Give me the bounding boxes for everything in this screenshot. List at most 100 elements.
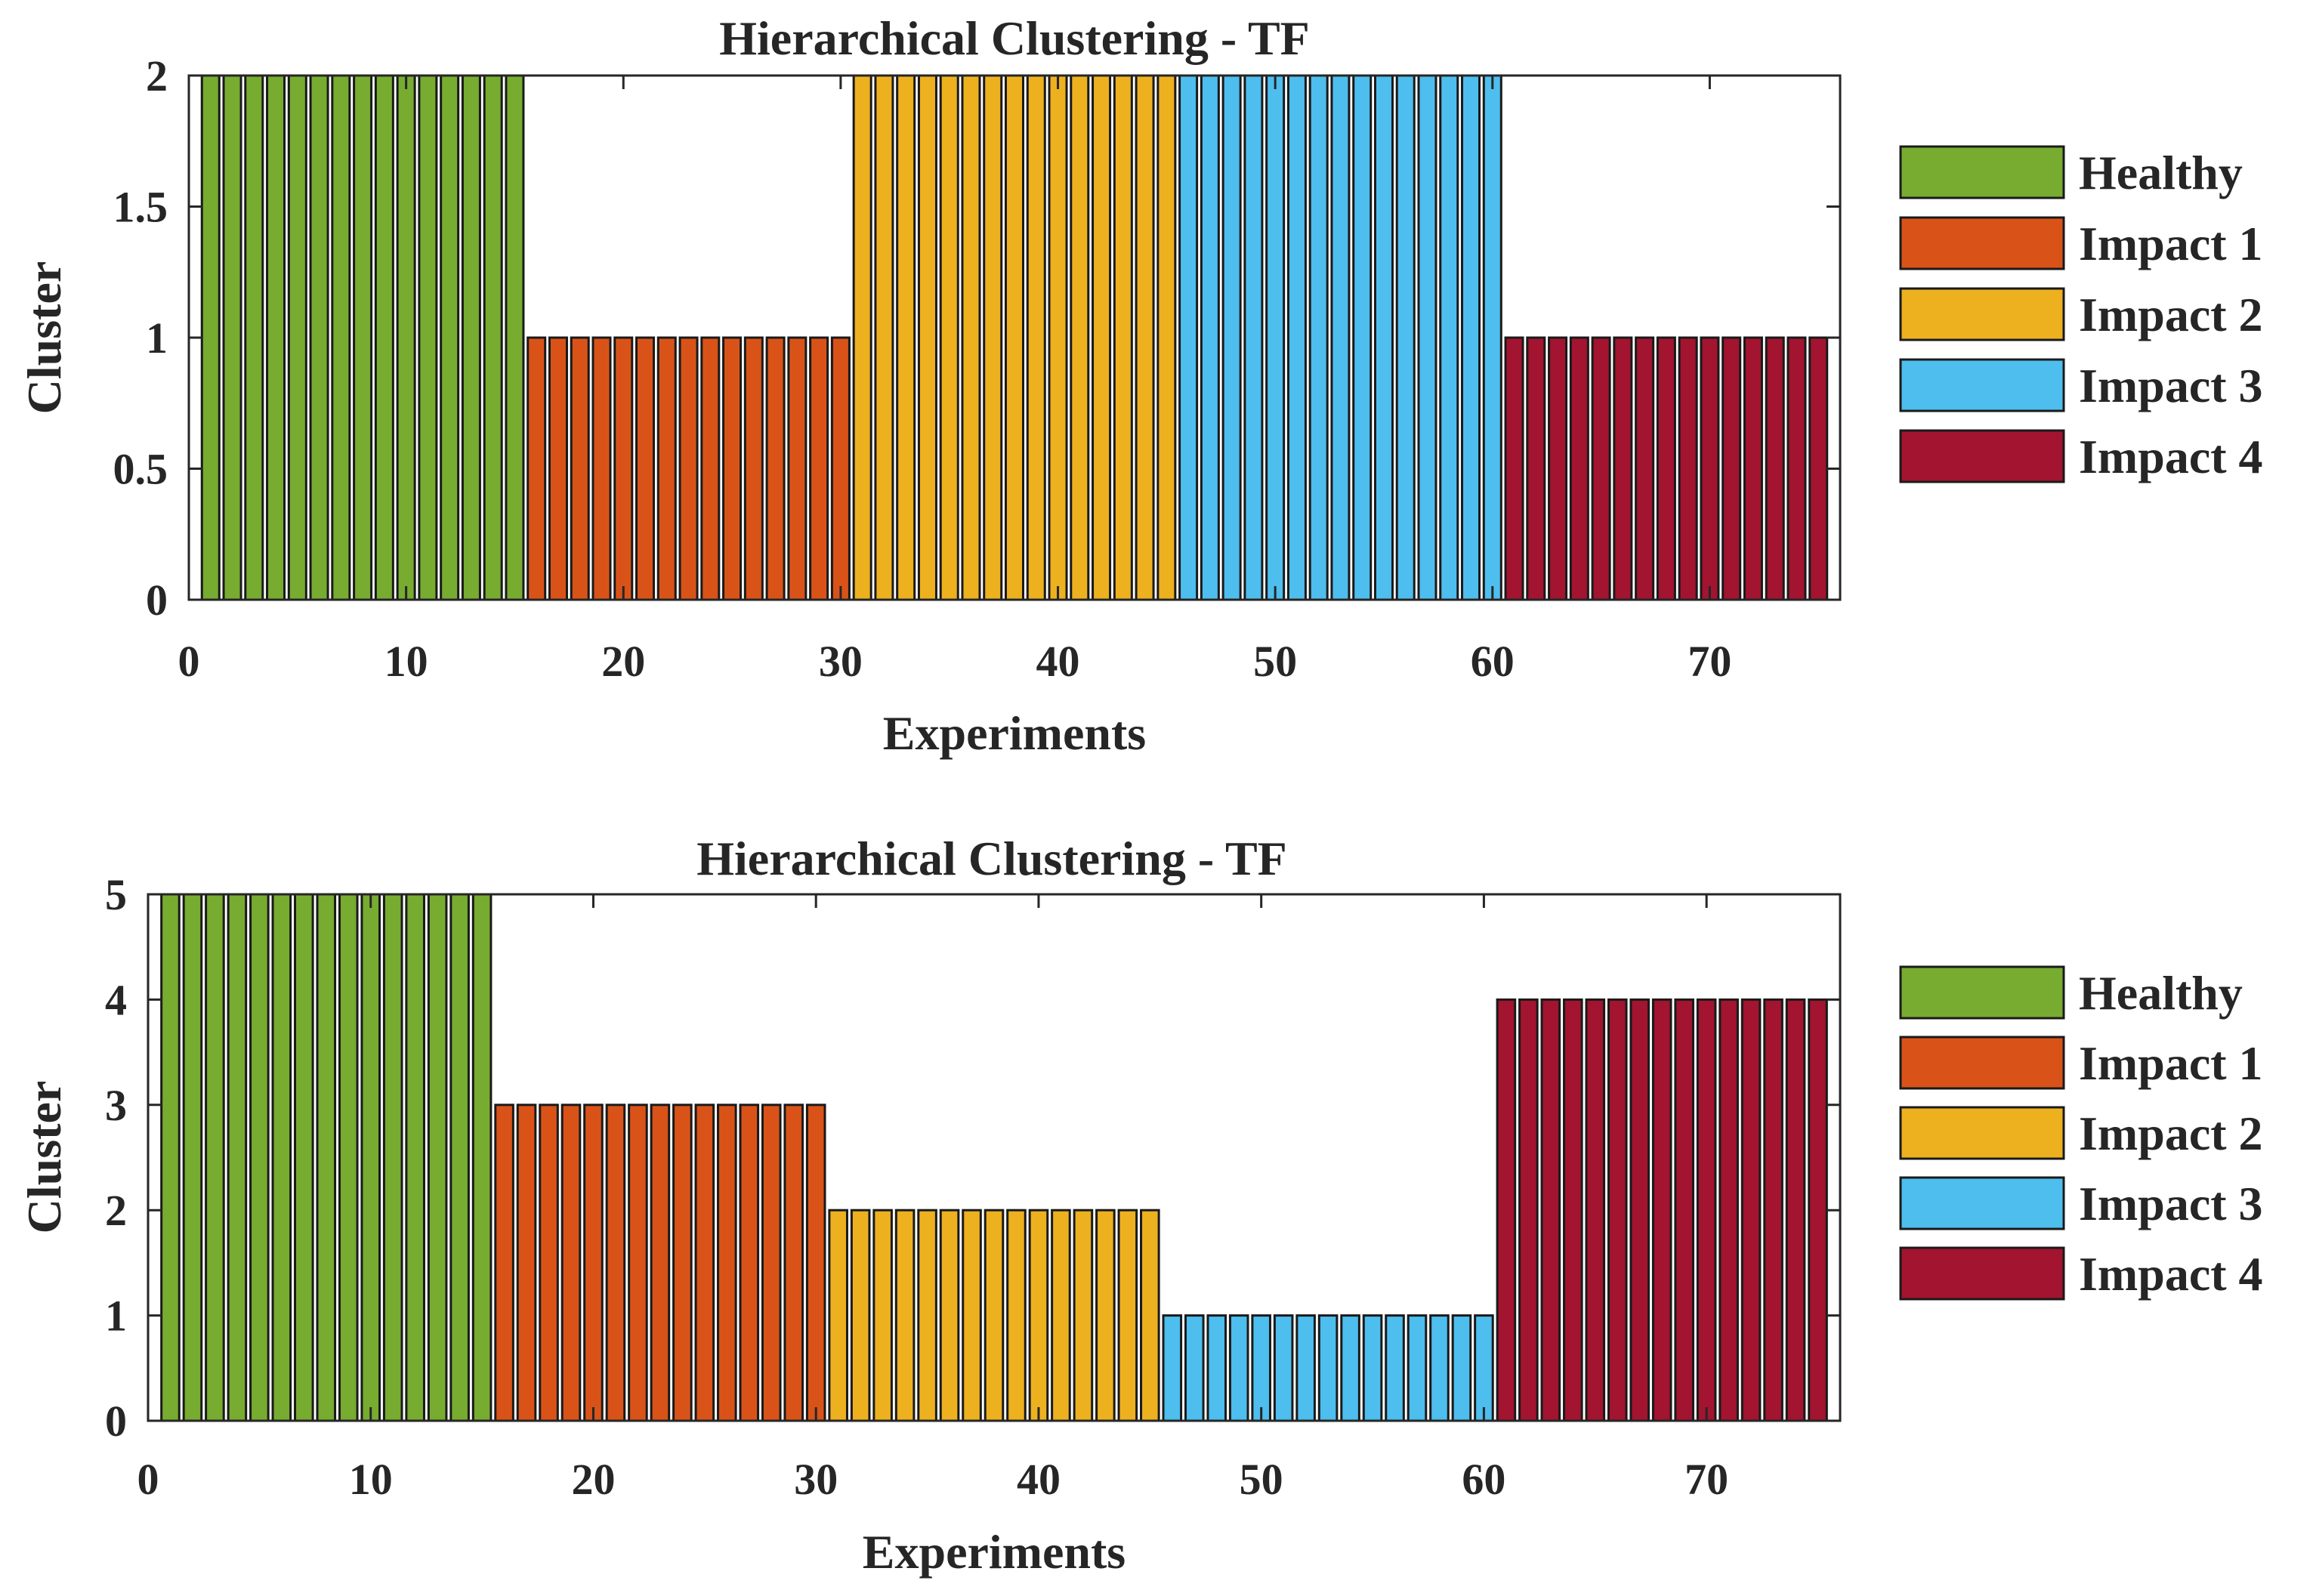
ticks-group: 0 10 20 30 40 50 60 70 0 1 2 3 4 5 <box>105 870 1840 1504</box>
bar <box>1228 1314 1249 1422</box>
bar <box>1286 74 1307 601</box>
bar <box>783 1104 804 1422</box>
bar <box>961 74 981 601</box>
bar <box>287 74 307 601</box>
bar <box>700 336 721 601</box>
bar <box>1474 1314 1494 1422</box>
bar <box>694 1104 715 1422</box>
bar <box>1496 998 1517 1422</box>
bar <box>427 893 448 1422</box>
y-tick-label: 5 <box>105 870 127 919</box>
bar <box>1540 998 1561 1422</box>
x-axis-label: Experiments <box>883 706 1146 760</box>
legend: Healthy Impact 1 Impact 2 Impact 3 Impact 4 <box>1899 145 2263 483</box>
bar <box>1251 1314 1271 1422</box>
bar <box>405 893 425 1422</box>
bar <box>1743 336 1763 601</box>
legend-label: Impact 2 <box>2079 288 2263 341</box>
bar <box>1718 998 1739 1422</box>
bars-group <box>160 893 1828 1422</box>
bar <box>396 74 416 601</box>
legend-swatch <box>1899 1106 2065 1160</box>
bar <box>1808 336 1829 601</box>
bar <box>1265 74 1286 601</box>
chart-top: Hierarchical Clustering - TF 0 10 20 30 40 50… <box>17 11 2263 760</box>
bar <box>717 1104 737 1422</box>
bar <box>1451 1314 1472 1422</box>
bar <box>787 336 808 601</box>
legend-label: Healthy <box>2079 966 2243 1020</box>
bar <box>570 336 590 601</box>
bar <box>1070 74 1090 601</box>
y-axis-label: Cluster <box>17 1081 71 1234</box>
bar <box>449 893 470 1422</box>
x-tick-label: 10 <box>384 637 428 686</box>
bar <box>1317 1314 1339 1422</box>
bar <box>309 74 329 601</box>
bar <box>418 74 438 601</box>
bar <box>1635 336 1655 601</box>
legend-label: Impact 3 <box>2079 1177 2263 1230</box>
bar <box>338 893 359 1422</box>
bar <box>939 74 959 601</box>
x-tick-label: 30 <box>819 637 863 686</box>
bar <box>852 74 872 601</box>
bar <box>1607 998 1628 1422</box>
bars-group <box>200 74 1829 601</box>
bar <box>1273 1314 1294 1422</box>
bar <box>1439 74 1459 601</box>
bar <box>1362 1314 1383 1422</box>
bar <box>1585 998 1606 1422</box>
bar <box>1563 998 1583 1422</box>
bar <box>160 893 181 1422</box>
legend-swatch <box>1899 1176 2065 1230</box>
bar <box>244 74 264 601</box>
y-tick-label: 2 <box>105 1186 127 1235</box>
bar <box>1184 1314 1205 1422</box>
bar <box>1629 998 1651 1422</box>
bar <box>1006 1209 1027 1422</box>
bar <box>613 336 634 601</box>
bar <box>1696 998 1717 1422</box>
bar <box>360 893 381 1422</box>
bar <box>516 1104 537 1422</box>
bar <box>353 74 373 601</box>
bar <box>1526 336 1546 601</box>
legend-label: Impact 1 <box>2079 217 2263 270</box>
bar <box>1048 74 1068 601</box>
bar <box>1095 1209 1116 1422</box>
bar <box>266 74 286 601</box>
bar <box>1786 336 1807 601</box>
bar <box>1656 336 1676 601</box>
bar <box>672 1104 693 1422</box>
bar <box>1678 336 1698 601</box>
x-tick-label: 60 <box>1462 1455 1505 1504</box>
bar <box>894 1209 916 1422</box>
bar <box>1373 74 1394 601</box>
bar <box>1385 1314 1405 1422</box>
bar <box>271 893 292 1422</box>
y-tick-label: 2 <box>146 51 168 100</box>
legend-swatch <box>1899 429 2065 483</box>
chart-bottom: Hierarchical Clustering - TF 0 10 20 30 40 50… <box>17 832 2263 1579</box>
bar <box>1548 336 1568 601</box>
x-tick-label: 0 <box>137 1455 159 1504</box>
bar <box>205 893 225 1422</box>
bar <box>1569 336 1589 601</box>
x-tick-label: 0 <box>178 637 200 686</box>
bar <box>1221 74 1242 601</box>
bar <box>1417 74 1437 601</box>
bar <box>650 1104 671 1422</box>
bar <box>939 1209 960 1422</box>
x-tick-label: 70 <box>1685 1455 1728 1504</box>
bar <box>983 74 1003 601</box>
bar <box>1113 74 1133 601</box>
bar <box>548 336 568 601</box>
bar <box>739 1104 760 1422</box>
bar <box>1674 998 1694 1422</box>
bar <box>222 74 242 601</box>
bar <box>656 336 677 601</box>
chart-title: Hierarchical Clustering - TF <box>696 832 1287 885</box>
bar <box>1740 998 1762 1422</box>
bar <box>200 74 221 601</box>
